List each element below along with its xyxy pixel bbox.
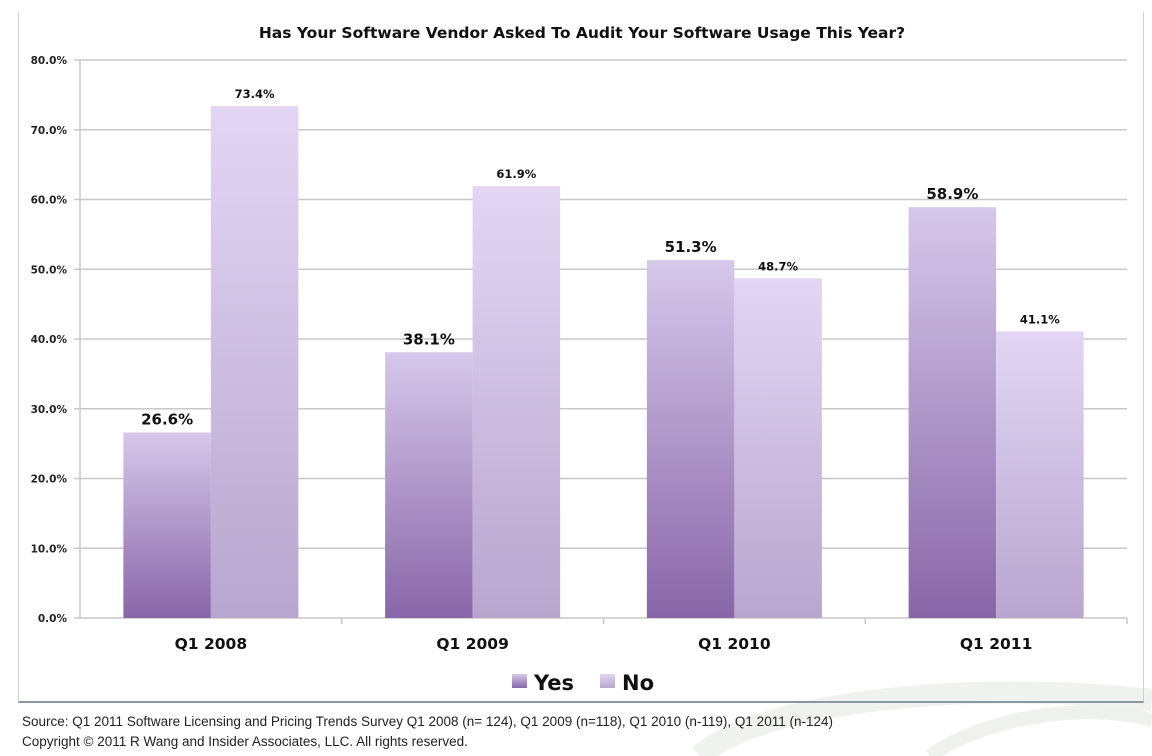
data-label: 48.7% — [758, 259, 798, 273]
data-label: 73.4% — [235, 87, 275, 101]
chart-frame — [18, 12, 1144, 703]
legend: Yes No — [512, 671, 654, 695]
x-axis-ticks: Q1 2008 Q1 2009 Q1 2010 Q1 2011 — [175, 618, 1128, 653]
data-labels: 26.6% 73.4% 38.1% 61.9% 51.3% 48.7% 58.9% 41.1% — [141, 87, 1060, 428]
bar-no-q1-2008 — [210, 106, 299, 618]
bar-yes-q1-2010 — [646, 260, 735, 618]
y-tick-label: 20.0% — [31, 474, 68, 486]
y-tick-label: 0.0% — [38, 613, 68, 625]
x-tick-label: Q1 2011 — [960, 635, 1033, 653]
copyright-line: Copyright © 2011 R Wang and Insider Asso… — [22, 734, 468, 749]
bars — [123, 106, 1084, 619]
y-tick-label: 60.0% — [31, 195, 68, 207]
source-note: Source: Q1 2011 Software Licensing and P… — [22, 712, 833, 752]
bar-yes-q1-2009 — [385, 352, 473, 618]
bar-no-q1-2010 — [734, 278, 822, 618]
x-tick-label: Q1 2008 — [175, 635, 248, 653]
y-tick-label: 80.0% — [31, 55, 68, 67]
data-label: 61.9% — [496, 167, 536, 181]
data-label: 38.1% — [403, 330, 455, 348]
y-tick-label: 30.0% — [31, 404, 68, 416]
legend-swatch-yes — [512, 674, 527, 688]
legend-swatch-no — [600, 674, 615, 688]
chart-title: Has Your Software Vendor Asked To Audit … — [259, 24, 905, 42]
y-tick-label: 70.0% — [31, 125, 68, 137]
legend-label-yes: Yes — [533, 671, 574, 695]
y-tick-label: 50.0% — [31, 264, 68, 276]
source-line: Source: Q1 2011 Software Licensing and P… — [22, 714, 833, 729]
data-label: 58.9% — [926, 185, 978, 203]
y-axis-ticks: 0.0% 10.0% 20.0% 30.0% 40.0% 50.0% 60.0% 70.0% 8… — [31, 55, 68, 625]
x-tick-label: Q1 2009 — [436, 635, 509, 653]
bar-yes-q1-2011 — [908, 207, 997, 619]
x-tick-label: Q1 2010 — [698, 635, 771, 653]
bar-no-q1-2011 — [996, 331, 1084, 618]
bar-no-q1-2009 — [472, 186, 561, 618]
bar-chart: Has Your Software Vendor Asked To Audit … — [31, 24, 1128, 695]
bar-yes-q1-2008 — [123, 432, 211, 618]
data-label: 51.3% — [665, 238, 717, 256]
data-label: 26.6% — [141, 410, 193, 428]
y-tick-label: 10.0% — [31, 543, 68, 555]
data-label: 41.1% — [1020, 312, 1060, 326]
legend-label-no: No — [622, 671, 654, 695]
y-tick-label: 40.0% — [31, 334, 68, 346]
